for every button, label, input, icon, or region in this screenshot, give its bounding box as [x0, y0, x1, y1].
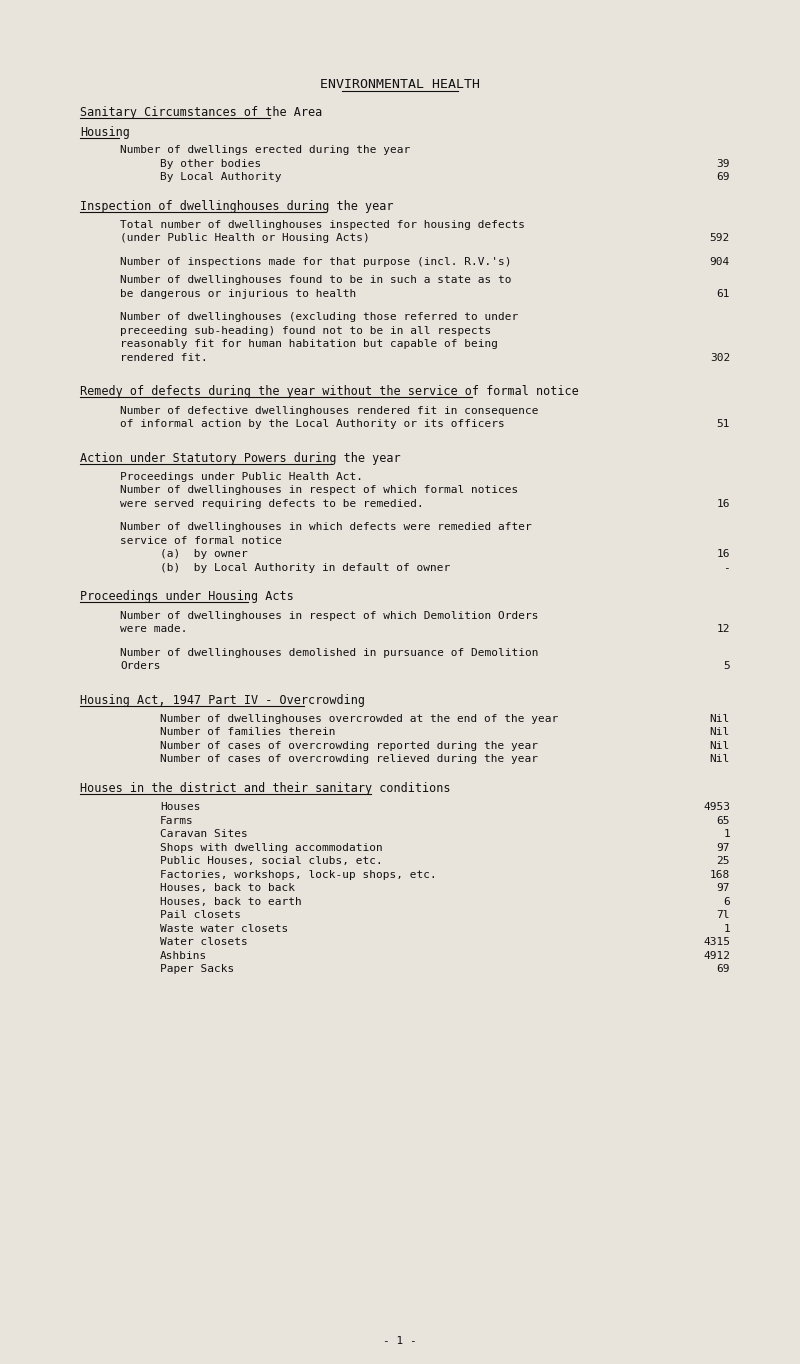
Text: 1: 1: [723, 829, 730, 839]
Text: Orders: Orders: [120, 662, 161, 671]
Text: (under Public Health or Housing Acts): (under Public Health or Housing Acts): [120, 233, 370, 243]
Text: be dangerous or injurious to health: be dangerous or injurious to health: [120, 289, 356, 299]
Text: By Local Authority: By Local Authority: [160, 172, 282, 183]
Text: 97: 97: [717, 883, 730, 893]
Text: Houses, back to back: Houses, back to back: [160, 883, 295, 893]
Text: Housing: Housing: [80, 127, 130, 139]
Text: preceeding sub-heading) found not to be in all respects: preceeding sub-heading) found not to be …: [120, 326, 491, 336]
Text: 51: 51: [717, 419, 730, 430]
Text: 16: 16: [717, 499, 730, 509]
Text: 12: 12: [717, 625, 730, 634]
Text: Number of dwellinghouses in respect of which formal notices: Number of dwellinghouses in respect of w…: [120, 486, 518, 495]
Text: Proceedings under Public Health Act.: Proceedings under Public Health Act.: [120, 472, 363, 481]
Text: Houses: Houses: [160, 802, 201, 812]
Text: 4315: 4315: [703, 937, 730, 947]
Text: Number of dwellinghouses found to be in such a state as to: Number of dwellinghouses found to be in …: [120, 276, 511, 285]
Text: Number of dwellinghouses (excluding those referred to under: Number of dwellinghouses (excluding thos…: [120, 312, 518, 322]
Text: Houses in the district and their sanitary conditions: Houses in the district and their sanitar…: [80, 782, 450, 795]
Text: 16: 16: [717, 550, 730, 559]
Text: Remedy of defects during the year without the service of formal notice: Remedy of defects during the year withou…: [80, 386, 578, 398]
Text: Ashbins: Ashbins: [160, 951, 207, 960]
Text: Public Houses, social clubs, etc.: Public Houses, social clubs, etc.: [160, 857, 382, 866]
Text: 25: 25: [717, 857, 730, 866]
Text: Number of defective dwellinghouses rendered fit in consequence: Number of defective dwellinghouses rende…: [120, 405, 538, 416]
Text: Number of cases of overcrowding relieved during the year: Number of cases of overcrowding relieved…: [160, 754, 538, 764]
Text: Number of inspections made for that purpose (incl. R.V.'s): Number of inspections made for that purp…: [120, 256, 511, 267]
Text: 4953: 4953: [703, 802, 730, 812]
Text: Pail closets: Pail closets: [160, 910, 241, 921]
Text: Water closets: Water closets: [160, 937, 248, 947]
Text: were made.: were made.: [120, 625, 187, 634]
Text: 6: 6: [723, 896, 730, 907]
Text: 7l: 7l: [717, 910, 730, 921]
Text: Sanitary Circumstances of the Area: Sanitary Circumstances of the Area: [80, 106, 322, 119]
Text: Number of dwellinghouses in which defects were remedied after: Number of dwellinghouses in which defect…: [120, 522, 532, 532]
Text: Inspection of dwellinghouses during the year: Inspection of dwellinghouses during the …: [80, 199, 394, 213]
Text: reasonably fit for human habitation but capable of being: reasonably fit for human habitation but …: [120, 340, 498, 349]
Text: Shops with dwelling accommodation: Shops with dwelling accommodation: [160, 843, 382, 852]
Text: Nil: Nil: [710, 727, 730, 738]
Text: Nil: Nil: [710, 741, 730, 752]
Text: Nil: Nil: [710, 754, 730, 764]
Text: 61: 61: [717, 289, 730, 299]
Text: -: -: [723, 563, 730, 573]
Text: ENVIRONMENTAL HEALTH: ENVIRONMENTAL HEALTH: [320, 78, 480, 91]
Text: 5: 5: [723, 662, 730, 671]
Text: Number of dwellings erected during the year: Number of dwellings erected during the y…: [120, 145, 410, 155]
Text: Factories, workshops, lock-up shops, etc.: Factories, workshops, lock-up shops, etc…: [160, 870, 437, 880]
Text: Nil: Nil: [710, 713, 730, 724]
Text: service of formal notice: service of formal notice: [120, 536, 282, 546]
Text: 69: 69: [717, 172, 730, 183]
Text: Paper Sacks: Paper Sacks: [160, 964, 234, 974]
Text: (b)  by Local Authority in default of owner: (b) by Local Authority in default of own…: [160, 563, 450, 573]
Text: 4912: 4912: [703, 951, 730, 960]
Text: - 1 -: - 1 -: [383, 1335, 417, 1346]
Text: of informal action by the Local Authority or its officers: of informal action by the Local Authorit…: [120, 419, 505, 430]
Text: Farms: Farms: [160, 816, 194, 825]
Text: 1: 1: [723, 923, 730, 933]
Text: Number of dwellinghouses in respect of which Demolition Orders: Number of dwellinghouses in respect of w…: [120, 611, 538, 621]
Text: rendered fit.: rendered fit.: [120, 353, 208, 363]
Text: 65: 65: [717, 816, 730, 825]
Text: 97: 97: [717, 843, 730, 852]
Text: 302: 302: [710, 353, 730, 363]
Text: Number of dwellinghouses overcrowded at the end of the year: Number of dwellinghouses overcrowded at …: [160, 713, 558, 724]
Text: Proceedings under Housing Acts: Proceedings under Housing Acts: [80, 591, 294, 603]
Text: By other bodies: By other bodies: [160, 158, 262, 169]
Text: were served requiring defects to be remedied.: were served requiring defects to be reme…: [120, 499, 424, 509]
Text: Waste water closets: Waste water closets: [160, 923, 288, 933]
Text: 592: 592: [710, 233, 730, 243]
Text: (a)  by owner: (a) by owner: [160, 550, 248, 559]
Text: Number of dwellinghouses demolished in pursuance of Demolition: Number of dwellinghouses demolished in p…: [120, 648, 538, 657]
Text: Housing Act, 1947 Part IV - Overcrowding: Housing Act, 1947 Part IV - Overcrowding: [80, 694, 365, 707]
Text: Houses, back to earth: Houses, back to earth: [160, 896, 302, 907]
Text: Action under Statutory Powers during the year: Action under Statutory Powers during the…: [80, 451, 401, 465]
Text: Caravan Sites: Caravan Sites: [160, 829, 248, 839]
Text: 39: 39: [717, 158, 730, 169]
Text: Total number of dwellinghouses inspected for housing defects: Total number of dwellinghouses inspected…: [120, 220, 525, 231]
Text: 904: 904: [710, 256, 730, 267]
Text: Number of families therein: Number of families therein: [160, 727, 335, 738]
Text: Number of cases of overcrowding reported during the year: Number of cases of overcrowding reported…: [160, 741, 538, 752]
Text: 69: 69: [717, 964, 730, 974]
Text: 168: 168: [710, 870, 730, 880]
